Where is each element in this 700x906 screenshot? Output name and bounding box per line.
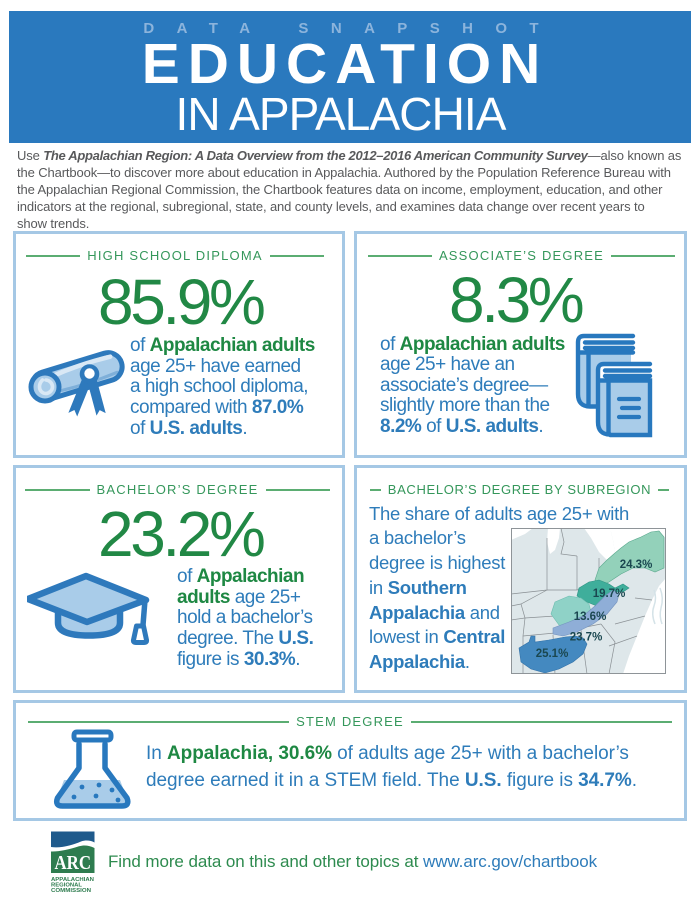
svg-text:REGIONAL: REGIONAL <box>51 883 83 889</box>
svg-text:19.7%: 19.7% <box>593 588 626 600</box>
svg-text:ARC: ARC <box>55 852 92 874</box>
svg-text:13.6%: 13.6% <box>574 611 607 623</box>
svg-text:APPALACHIAN: APPALACHIAN <box>51 877 94 883</box>
svg-text:23.7%: 23.7% <box>570 632 603 644</box>
svg-text:25.1%: 25.1% <box>536 648 569 660</box>
svg-text:24.3%: 24.3% <box>620 559 653 571</box>
svg-text:COMMISSION: COMMISSION <box>51 888 91 893</box>
